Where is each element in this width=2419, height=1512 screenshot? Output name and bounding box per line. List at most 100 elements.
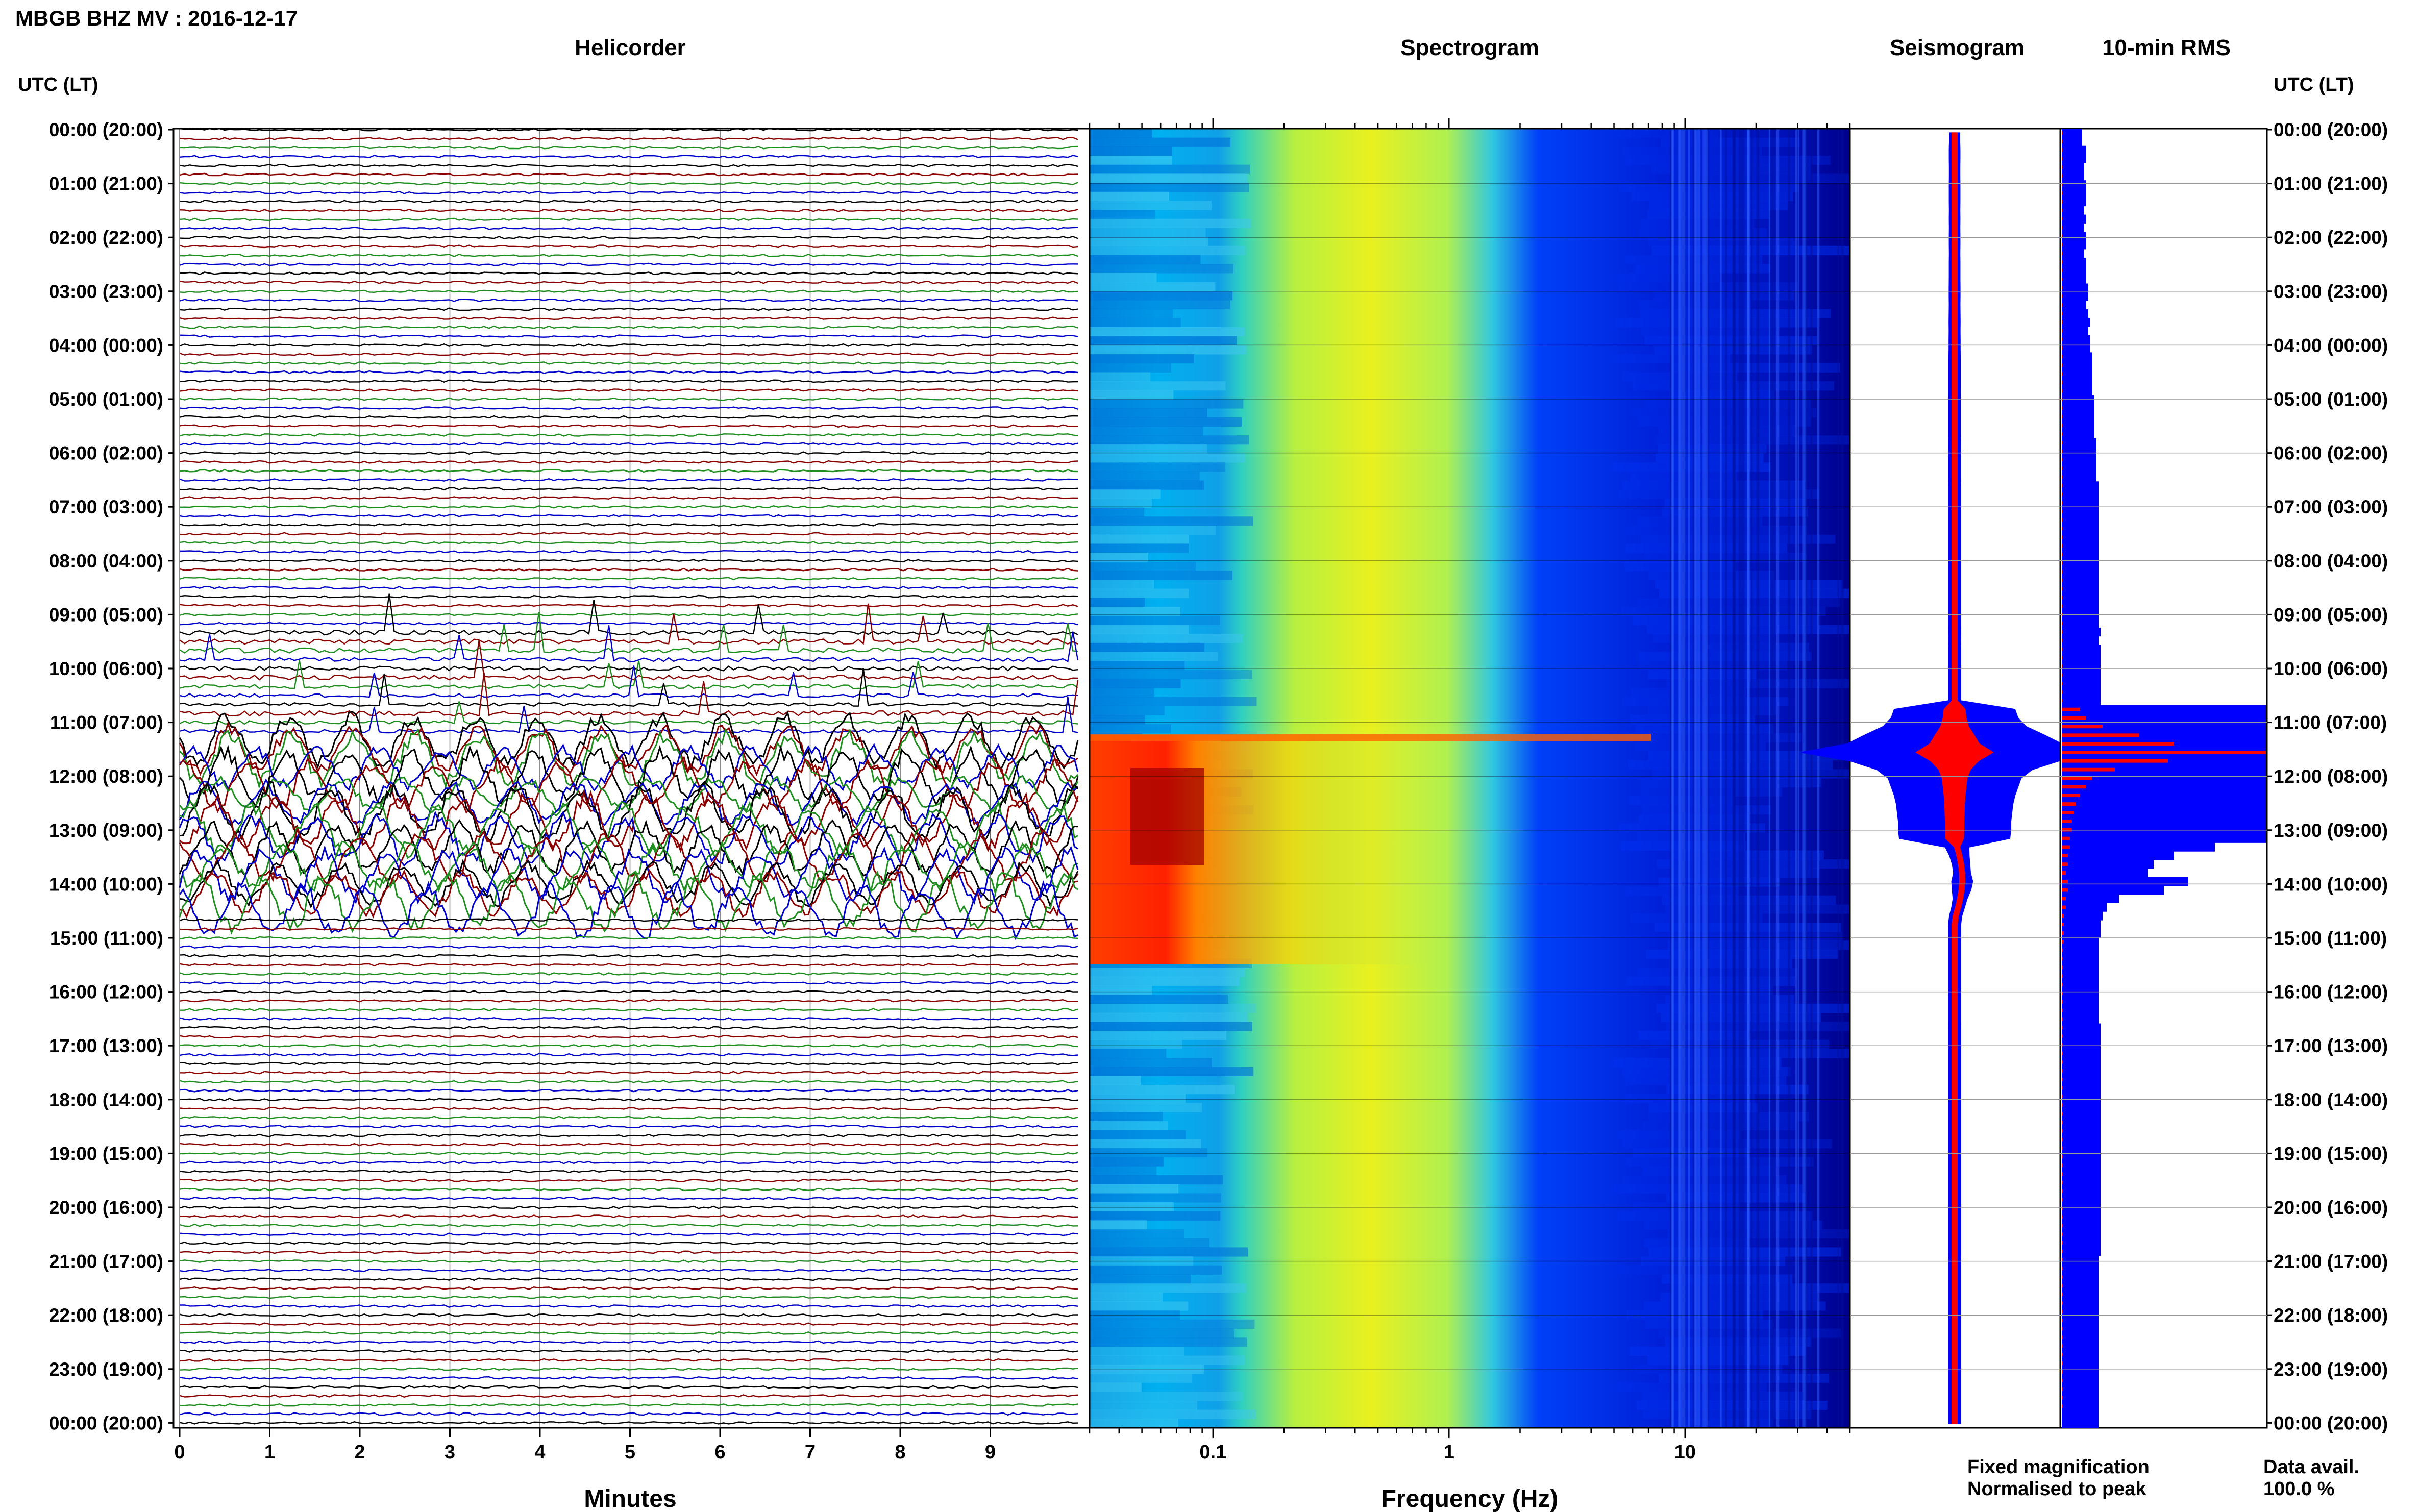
rms-bar-fixed	[2062, 464, 2096, 473]
spectrogram-row-high	[1617, 1211, 1813, 1221]
frequency-tick-label: 10	[1674, 1442, 1696, 1463]
helicorder-trace	[179, 1196, 1078, 1200]
rms-bar-fixed	[2062, 1066, 2101, 1076]
rms-bar-normalised	[2062, 1310, 2063, 1313]
spectrogram-row-low	[1090, 1058, 1212, 1068]
time-label-left: 00:00 (20:00)	[49, 1412, 163, 1433]
rms-bar-fixed	[2062, 1057, 2101, 1067]
helicorder-trace	[179, 1241, 1078, 1245]
time-label-right: 02:00 (22:00)	[2274, 227, 2388, 248]
helicorder-trace	[179, 200, 1078, 204]
helicorder-trace	[179, 505, 1078, 509]
helicorder-heading: Helicorder	[575, 35, 686, 60]
spectrogram-row-low	[1090, 272, 1157, 283]
rms-bar-fixed	[2062, 206, 2084, 215]
rms-bar-normalised	[2062, 1052, 2063, 1055]
rms-bar-normalised	[2062, 759, 2168, 763]
spectrogram-row-low	[1090, 1211, 1221, 1221]
time-label-right: 23:00 (19:00)	[2274, 1359, 2388, 1380]
frequency-axis-label: Frequency (Hz)	[1381, 1485, 1559, 1512]
spectrogram-row-low	[1090, 1337, 1247, 1347]
spectrogram-row-low	[1090, 1365, 1204, 1374]
rms-bar-normalised	[2062, 992, 2063, 995]
helicorder-trace	[179, 172, 1078, 177]
time-label-left: 04:00 (00:00)	[49, 335, 163, 356]
spectrogram-row-high	[1613, 462, 1771, 472]
helicorder-trace	[179, 1313, 1078, 1317]
rms-bar-normalised	[2062, 1137, 2063, 1142]
time-label-right: 17:00 (13:00)	[2274, 1035, 2388, 1056]
rms-bar-fixed	[2062, 257, 2086, 267]
time-label-right: 00:00 (20:00)	[2274, 119, 2388, 140]
helicorder-trace	[179, 334, 1078, 338]
helicorder-trace	[179, 1358, 1078, 1362]
minute-tick-label: 5	[625, 1442, 635, 1463]
rms-bar-fixed	[2062, 507, 2099, 516]
helicorder-trace	[179, 253, 1078, 257]
helicorder-trace	[179, 523, 1078, 527]
rms-bar-fixed	[2062, 903, 2107, 912]
helicorder-trace	[179, 1250, 1078, 1254]
rms-bar-fixed	[2062, 980, 2099, 989]
rms-bar-fixed	[2062, 541, 2099, 551]
helicorder-trace	[179, 963, 1078, 967]
spectrogram-row-low	[1090, 1409, 1256, 1419]
minute-tick-label: 2	[354, 1442, 365, 1463]
helicorder-trace	[179, 567, 1078, 572]
spectrogram-row-low	[1090, 1319, 1255, 1329]
rms-bar-fixed	[2062, 972, 2099, 981]
spectrogram-row-low	[1090, 1139, 1201, 1149]
helicorder-trace	[179, 1376, 1078, 1380]
rms-bar-normalised	[2062, 1318, 2063, 1322]
rms-bar-fixed	[2062, 1075, 2101, 1084]
legend-normalised-to-peak: Normalised to peak	[1967, 1478, 2146, 1500]
rms-bar-normalised	[2062, 1026, 2063, 1030]
spectrogram-row-low	[1090, 237, 1208, 246]
spectrogram-row-low	[1090, 1175, 1223, 1185]
helicorder-trace	[179, 217, 1078, 221]
rms-bar-fixed	[2062, 361, 2092, 370]
rms-bar-fixed	[2062, 1118, 2101, 1127]
rms-bar-normalised	[2062, 974, 2063, 978]
rms-bar-fixed	[2062, 283, 2088, 292]
helicorder-trace	[179, 660, 1078, 689]
time-label-right: 10:00 (06:00)	[2274, 658, 2388, 679]
helicorder-trace	[179, 541, 1078, 545]
spectrogram-row-low	[1090, 688, 1154, 698]
time-label-right: 11:00 (07:00)	[2274, 712, 2387, 733]
rms-bar-fixed	[2062, 438, 2096, 448]
helicorder-trace	[179, 1394, 1078, 1398]
spectrogram-row-high	[1642, 1166, 1776, 1176]
right-axis-header: UTC (LT)	[2274, 74, 2354, 95]
spectrogram-row-low	[1090, 516, 1253, 526]
spectrogram-row-low	[1090, 146, 1172, 156]
spectrogram-row-low	[1090, 525, 1216, 535]
helicorder-trace	[179, 721, 1078, 777]
rms-bar-fixed	[2062, 1144, 2101, 1153]
spectrogram-event-energy	[1090, 735, 1850, 964]
rms-bar-fixed	[2062, 593, 2099, 602]
helicorder-trace	[179, 625, 1079, 663]
spectrogram-row-high	[1647, 1355, 1789, 1365]
helicorder-trace	[179, 1116, 1078, 1120]
spectrogram-row-low	[1090, 1220, 1147, 1230]
spectrogram-row-high	[1659, 588, 1866, 598]
time-label-right: 16:00 (12:00)	[2274, 982, 2388, 1003]
spectrogram-row-low	[1090, 327, 1245, 337]
spectrogram-row-high	[1619, 183, 1799, 192]
rms-bar-fixed	[2062, 137, 2082, 146]
spectrogram-row-low	[1090, 354, 1195, 364]
spectrogram-row-low	[1090, 129, 1152, 138]
spectrogram-row-low	[1090, 336, 1237, 345]
helicorder-trace	[179, 235, 1078, 239]
rms-bar-normalised	[2062, 1181, 2063, 1184]
spectrogram-row-low	[1090, 417, 1242, 427]
rms-bar-fixed	[2062, 1342, 2099, 1351]
rms-bar-normalised	[2062, 845, 2070, 849]
helicorder-trace	[179, 307, 1078, 311]
rms-bar-fixed	[2062, 963, 2099, 972]
spectrogram-row-low	[1090, 1256, 1194, 1266]
time-label-right: 22:00 (18:00)	[2274, 1305, 2388, 1326]
rms-bar-fixed	[2062, 197, 2086, 207]
spectrogram-row-high	[1613, 1058, 1782, 1068]
